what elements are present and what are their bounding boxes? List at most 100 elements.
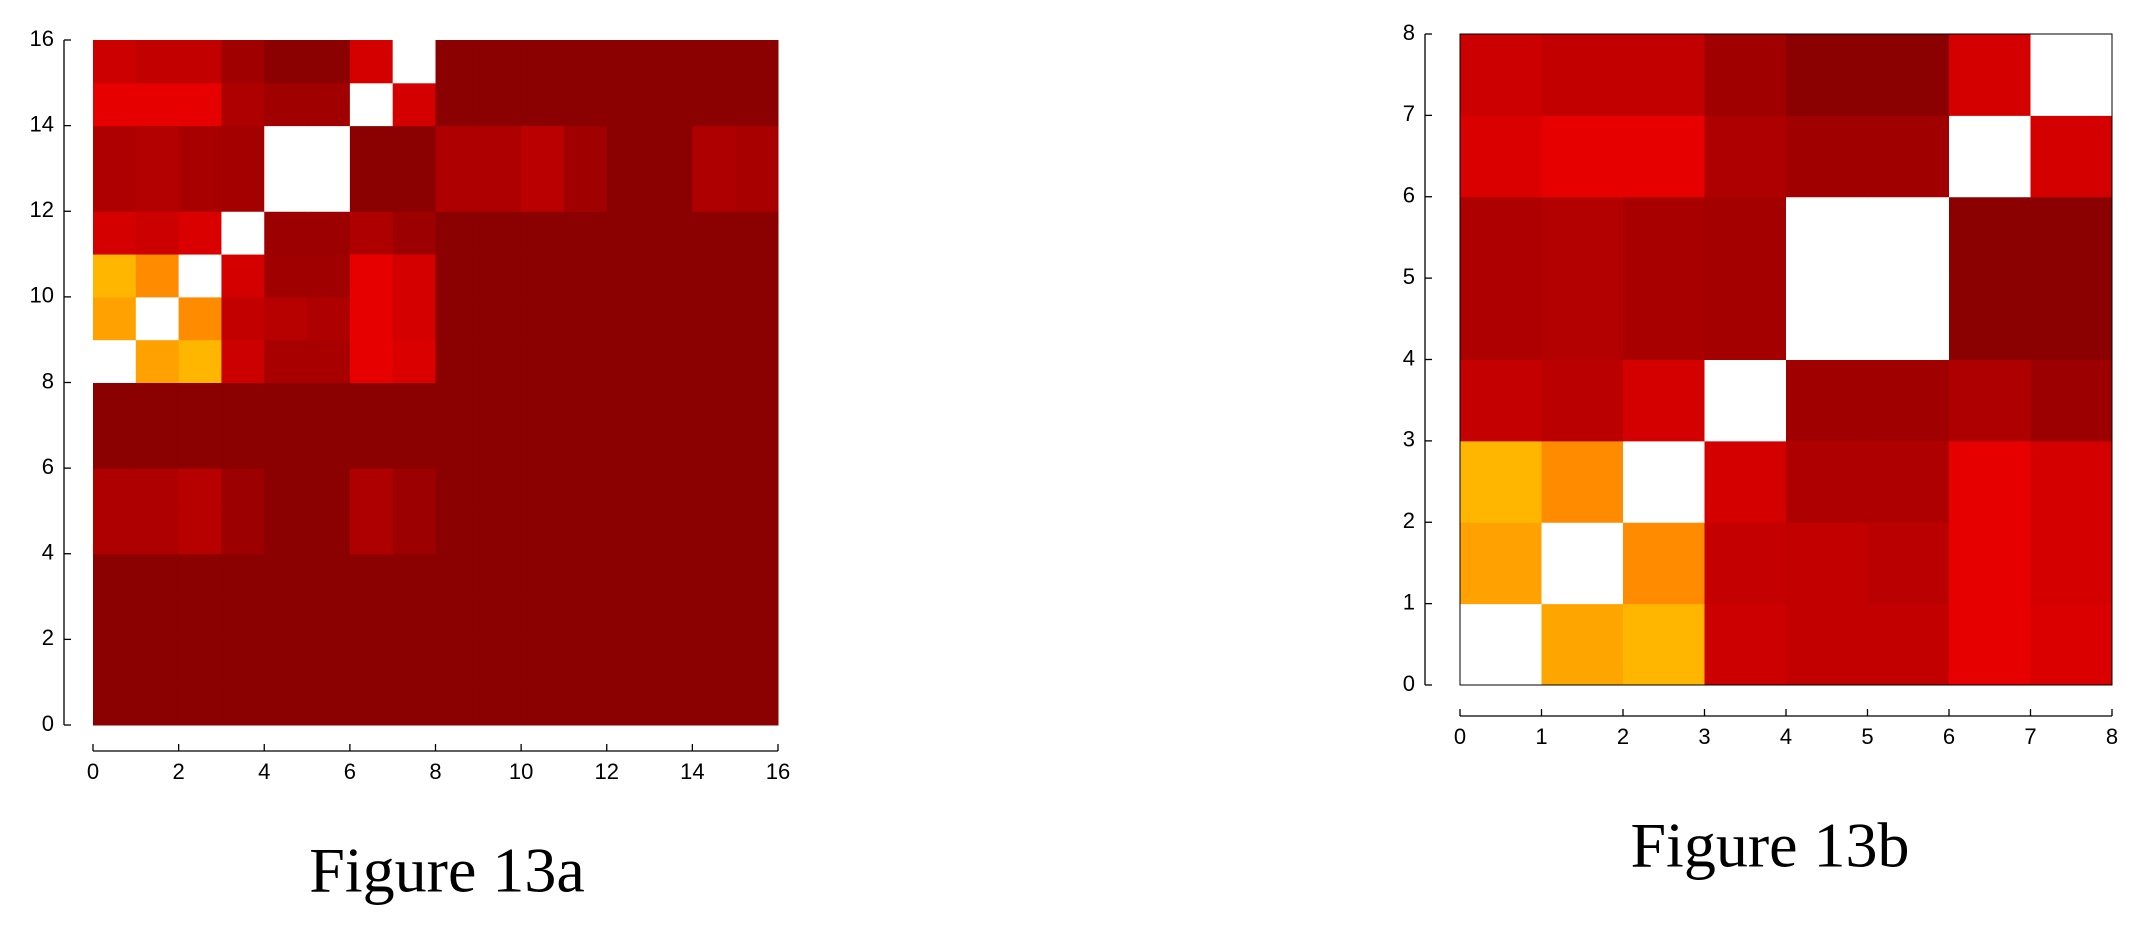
- heatmap-cell: [478, 40, 522, 84]
- heatmap-cell: [349, 40, 394, 84]
- heatmap-cell: [307, 510, 351, 555]
- heatmap-cell: [735, 339, 779, 383]
- heatmap-cell: [1867, 440, 1950, 523]
- heatmap-cell: [1704, 440, 1787, 523]
- heatmap-cell: [2030, 115, 2113, 198]
- y-tick-label: 6: [1403, 183, 1415, 208]
- heatmap-cell: [392, 168, 436, 212]
- heatmap-cell: [606, 553, 651, 598]
- heatmap-cell: [221, 82, 265, 127]
- heatmap-cell: [307, 339, 351, 383]
- heatmap-cell: [1704, 359, 1787, 442]
- heatmap-cell: [264, 339, 308, 383]
- heatmap-cell: [178, 553, 222, 598]
- heatmap-cell: [178, 254, 222, 298]
- heatmap-cell: [2030, 34, 2113, 116]
- heatmap-cell: [178, 425, 222, 469]
- heatmap-cell: [1541, 359, 1624, 442]
- y-tick-label: 4: [1403, 345, 1415, 370]
- heatmap-cell: [435, 510, 479, 555]
- heatmap-cell: [735, 125, 779, 169]
- heatmap-cell: [563, 510, 608, 555]
- heatmap-cell: [606, 82, 651, 127]
- heatmap-cell: [178, 682, 222, 726]
- heatmap-cell: [307, 682, 351, 726]
- heatmap-cell: [478, 639, 522, 683]
- heatmap-cell: [349, 125, 394, 169]
- heatmap-cell: [349, 682, 394, 726]
- heatmap-cell: [221, 125, 265, 169]
- x-tick-label: 10: [509, 759, 533, 784]
- heatmap-cell: [521, 40, 565, 84]
- heatmap-cell: [1623, 359, 1705, 442]
- heatmap-cell: [649, 425, 693, 469]
- heatmap-cell: [649, 382, 693, 426]
- heatmap-cell: [93, 510, 137, 555]
- heatmap-cell: [349, 510, 394, 555]
- heatmap-cell: [563, 468, 608, 512]
- heatmap-cell: [606, 510, 651, 555]
- heatmap-cell: [478, 510, 522, 555]
- heatmap-cell: [93, 125, 137, 169]
- heatmap-cell: [178, 40, 222, 84]
- x-tick-label: 8: [429, 759, 441, 784]
- heatmap-cell: [264, 553, 308, 598]
- heatmap-cell: [1704, 115, 1787, 198]
- heatmap-cell: [1541, 196, 1624, 279]
- heatmap-cell: [435, 125, 479, 169]
- heatmap-cell: [649, 254, 693, 298]
- heatmap-cell: [563, 254, 608, 298]
- heatmap-cell: [521, 296, 565, 341]
- heatmap-cell: [1867, 115, 1950, 198]
- x-tick-label: 0: [87, 759, 99, 784]
- heatmap-cell: [563, 125, 608, 169]
- heatmap-cell: [135, 553, 180, 598]
- heatmap-cell: [135, 425, 180, 469]
- heatmap-cell: [135, 639, 180, 683]
- heatmap-cell: [349, 639, 394, 683]
- heatmap-cell: [349, 254, 394, 298]
- heatmap-cell: [2030, 522, 2113, 605]
- heatmap-cell: [649, 82, 693, 127]
- heatmap-cell: [93, 339, 137, 383]
- heatmap-cell: [478, 168, 522, 212]
- heatmap-cell: [1541, 603, 1624, 686]
- heatmap-cell: [735, 382, 779, 426]
- heatmap-cell: [264, 468, 308, 512]
- heatmap-cell: [435, 553, 479, 598]
- heatmap-cell: [606, 211, 651, 255]
- heatmap-cell: [1949, 196, 2031, 279]
- heatmap-cell: [1786, 440, 1868, 523]
- heatmap-cell: [264, 296, 308, 341]
- heatmap-cell: [307, 425, 351, 469]
- heatmap-cell: [1623, 522, 1705, 605]
- heatmap-cell: [307, 40, 351, 84]
- heatmap-cell: [221, 40, 265, 84]
- y-tick-label: 16: [30, 26, 54, 51]
- heatmap-cell: [264, 82, 308, 127]
- heatmap-cell: [392, 125, 436, 169]
- heatmap-cell: [1460, 196, 1542, 279]
- heatmap-cell: [1867, 34, 1950, 116]
- heatmap-cell: [221, 382, 265, 426]
- heatmap-cell: [392, 596, 436, 640]
- heatmap-cell: [692, 553, 736, 598]
- heatmap-cell: [2030, 440, 2113, 523]
- heatmap-cell: [135, 682, 180, 726]
- heatmap-cell: [178, 125, 222, 169]
- heatmap-cell: [349, 168, 394, 212]
- y-tick-label: 5: [1403, 264, 1415, 289]
- y-tick-label: 2: [1403, 508, 1415, 533]
- heatmap-cell: [478, 211, 522, 255]
- heatmap-cell: [649, 125, 693, 169]
- heatmap-cell: [478, 82, 522, 127]
- heatmap-cell: [2030, 359, 2113, 442]
- heatmap-cell: [135, 211, 180, 255]
- heatmap-cell: [435, 82, 479, 127]
- heatmap-cell: [606, 596, 651, 640]
- heatmap-cell: [735, 296, 779, 341]
- x-tick-label: 12: [595, 759, 619, 784]
- heatmap-cell: [307, 296, 351, 341]
- x-tick-label: 6: [1943, 724, 1955, 749]
- heatmap-cell: [93, 40, 137, 84]
